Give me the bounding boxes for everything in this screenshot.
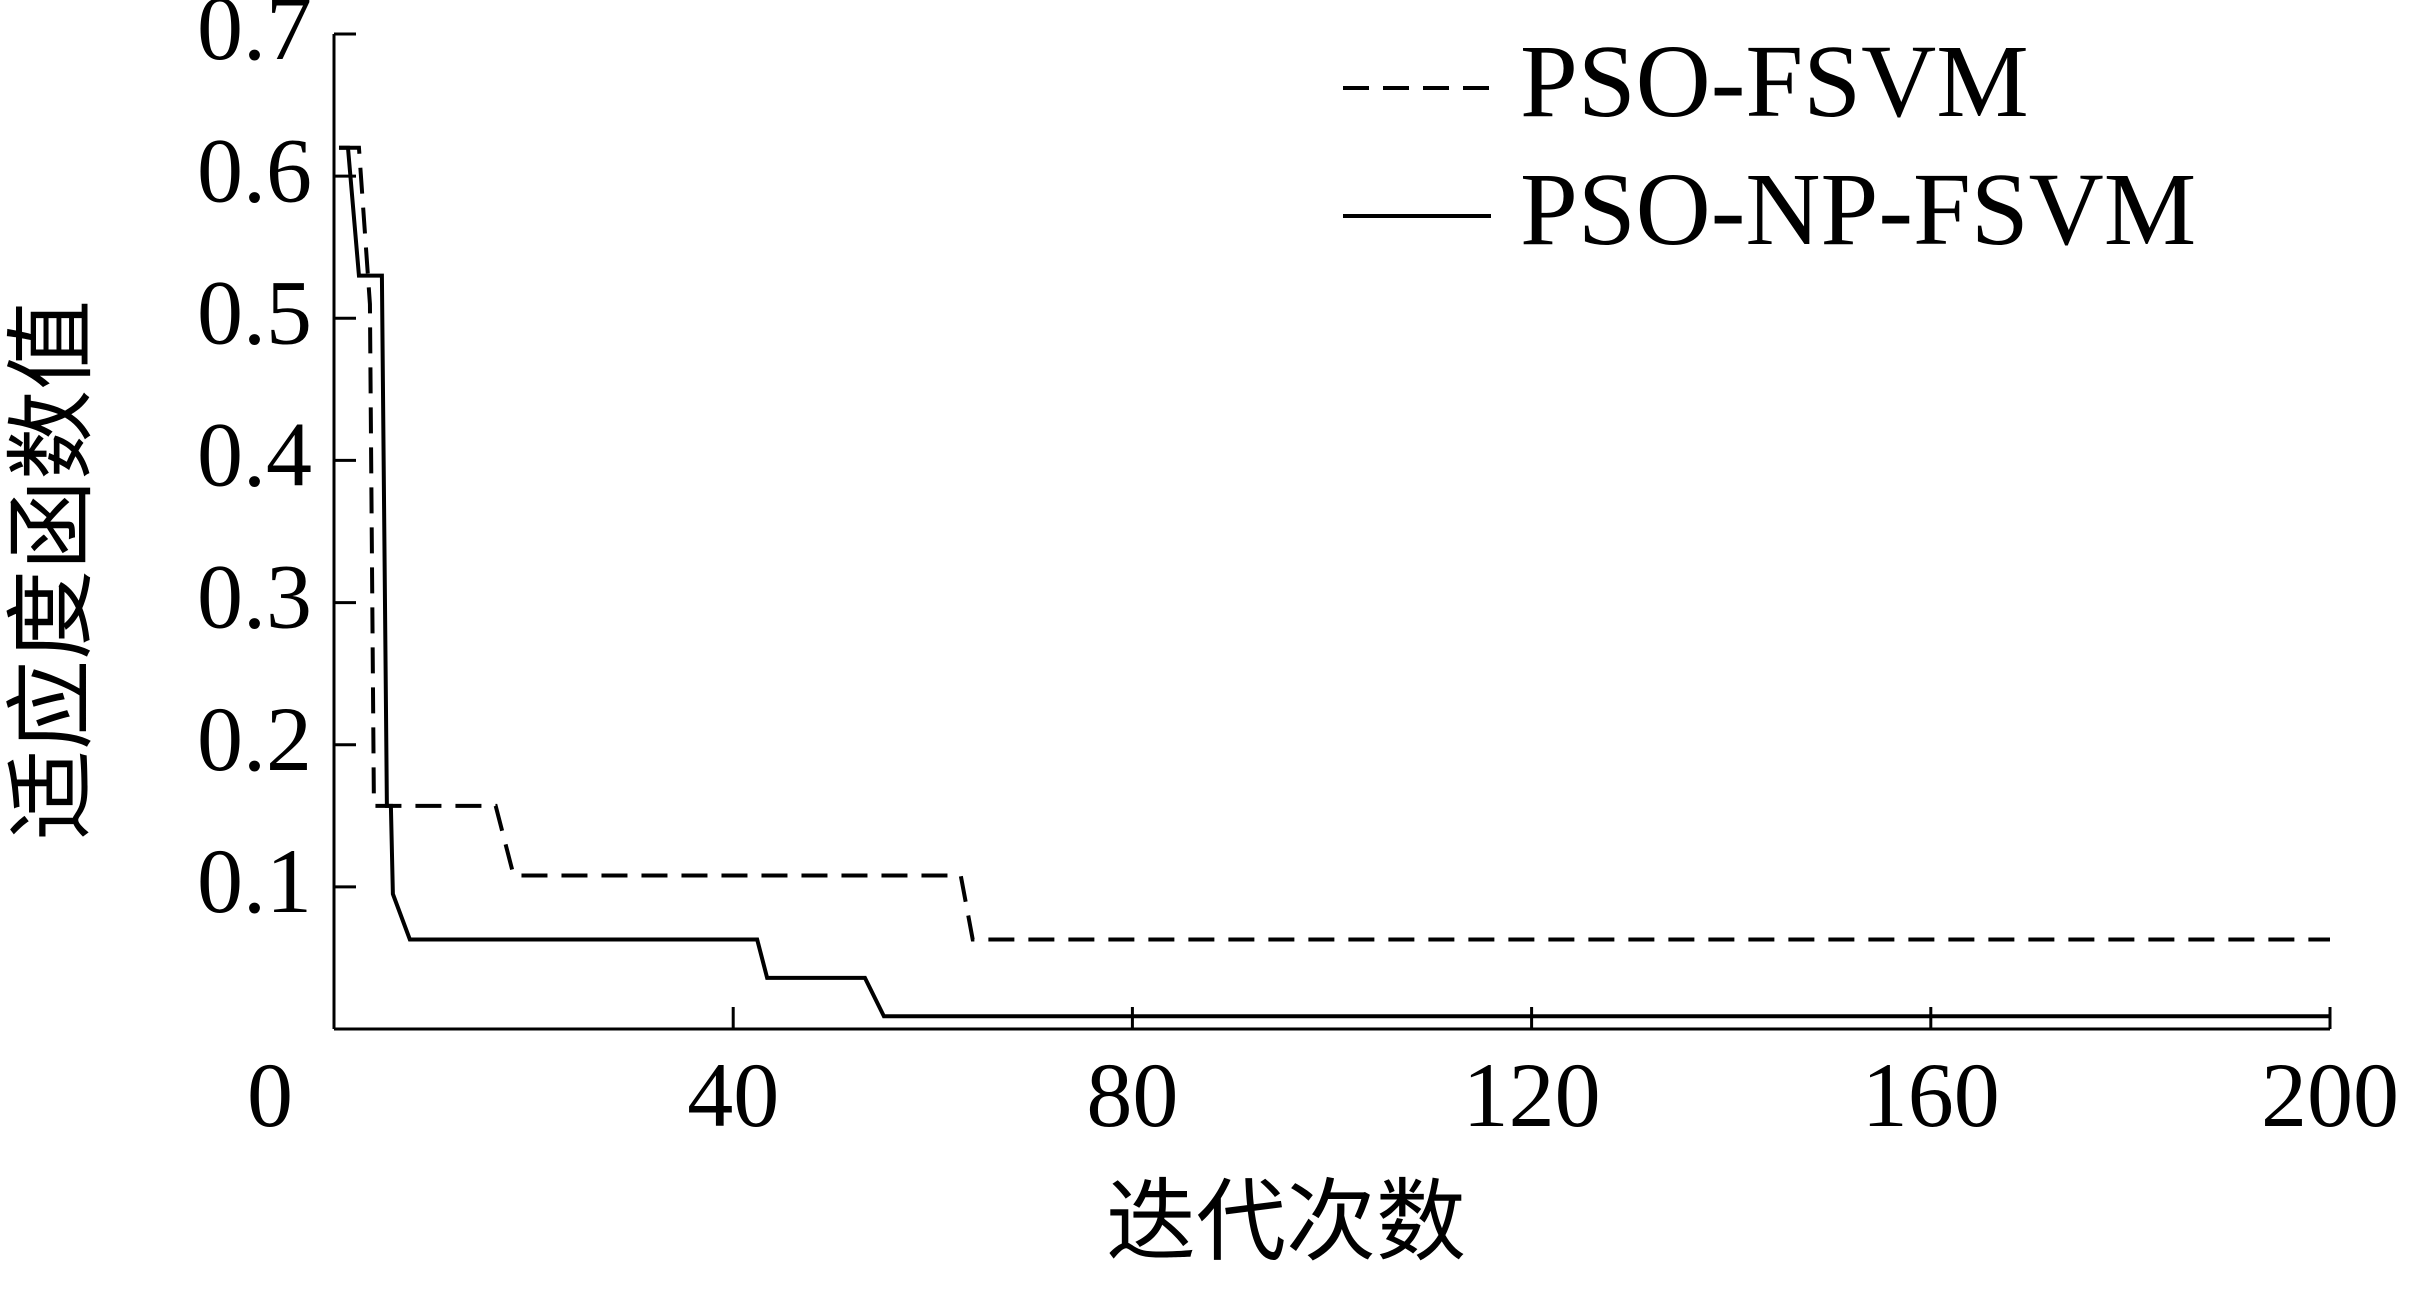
x-axis-label: 迭代次数 bbox=[1106, 1174, 1466, 1273]
y-tick-label: 0.4 bbox=[197, 404, 312, 506]
y-tick-label: 0.6 bbox=[197, 119, 312, 221]
x-tick-label: 160 bbox=[1862, 1044, 2000, 1146]
y-tick-label: 0.5 bbox=[197, 261, 312, 363]
legend-label: PSO-FSVM bbox=[1520, 24, 2029, 139]
x-tick-label: 0 bbox=[247, 1044, 293, 1146]
y-tick-label: 0.1 bbox=[197, 830, 312, 932]
y-tick-label: 0.7 bbox=[197, 0, 312, 79]
y-tick-label: 0.3 bbox=[197, 546, 312, 648]
x-tick-label: 120 bbox=[1463, 1044, 1601, 1146]
y-tick-label: 0.2 bbox=[197, 688, 312, 790]
x-tick-label: 200 bbox=[2261, 1044, 2399, 1146]
series-line bbox=[338, 145, 2330, 942]
x-tick-label: 40 bbox=[687, 1044, 779, 1146]
legend-label: PSO-NP-FSVM bbox=[1520, 152, 2196, 267]
x-tick-label: 80 bbox=[1086, 1044, 1178, 1146]
series-line bbox=[338, 145, 2330, 1019]
y-axis-label: 适应度函数值 bbox=[4, 300, 103, 840]
